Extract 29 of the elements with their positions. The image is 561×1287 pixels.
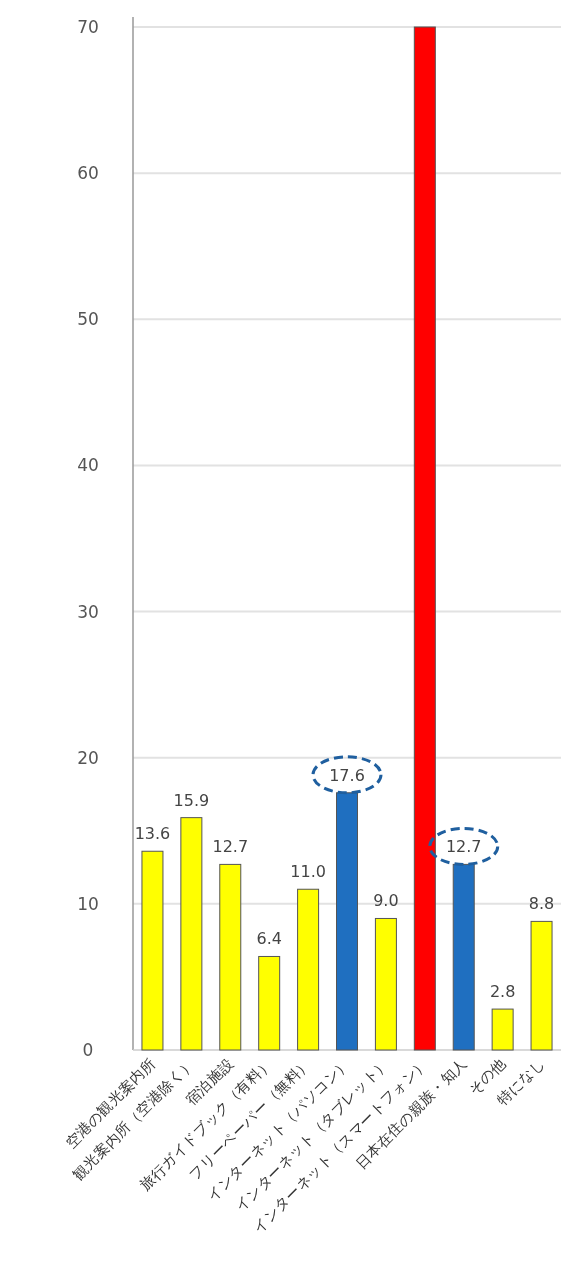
bar — [219, 863, 242, 1051]
data-label: 17.6 — [329, 765, 365, 785]
bar — [141, 850, 164, 1051]
data-label: 12.7 — [445, 837, 482, 857]
y-tick-label: 70 — [77, 17, 99, 37]
data-label: 13.6 — [134, 824, 171, 844]
data-label: 11.0 — [290, 862, 326, 882]
y-tick-label: 10 — [77, 893, 99, 914]
bar — [452, 863, 475, 1051]
bar — [297, 888, 320, 1051]
data-label: 15.9 — [173, 790, 210, 810]
y-tick-label: 40 — [77, 455, 99, 476]
bar — [491, 1008, 514, 1051]
y-tick-label: 60 — [77, 163, 99, 184]
data-label: 8.8 — [528, 894, 555, 914]
data-label: 6.4 — [256, 929, 282, 949]
data-label: 12.7 — [212, 837, 249, 857]
y-tick-label: 0 — [82, 1040, 94, 1060]
data-label: 9.0 — [373, 891, 399, 911]
bar — [258, 955, 281, 1051]
y-tick-label: 20 — [77, 747, 99, 768]
y-tick-label: 30 — [77, 601, 99, 622]
y-tick-label: 50 — [77, 309, 99, 330]
bar — [374, 917, 397, 1051]
bar — [336, 792, 358, 1051]
data-label: 2.8 — [489, 982, 516, 1002]
bar — [530, 920, 553, 1051]
bar — [413, 26, 436, 1051]
bar — [180, 817, 203, 1051]
